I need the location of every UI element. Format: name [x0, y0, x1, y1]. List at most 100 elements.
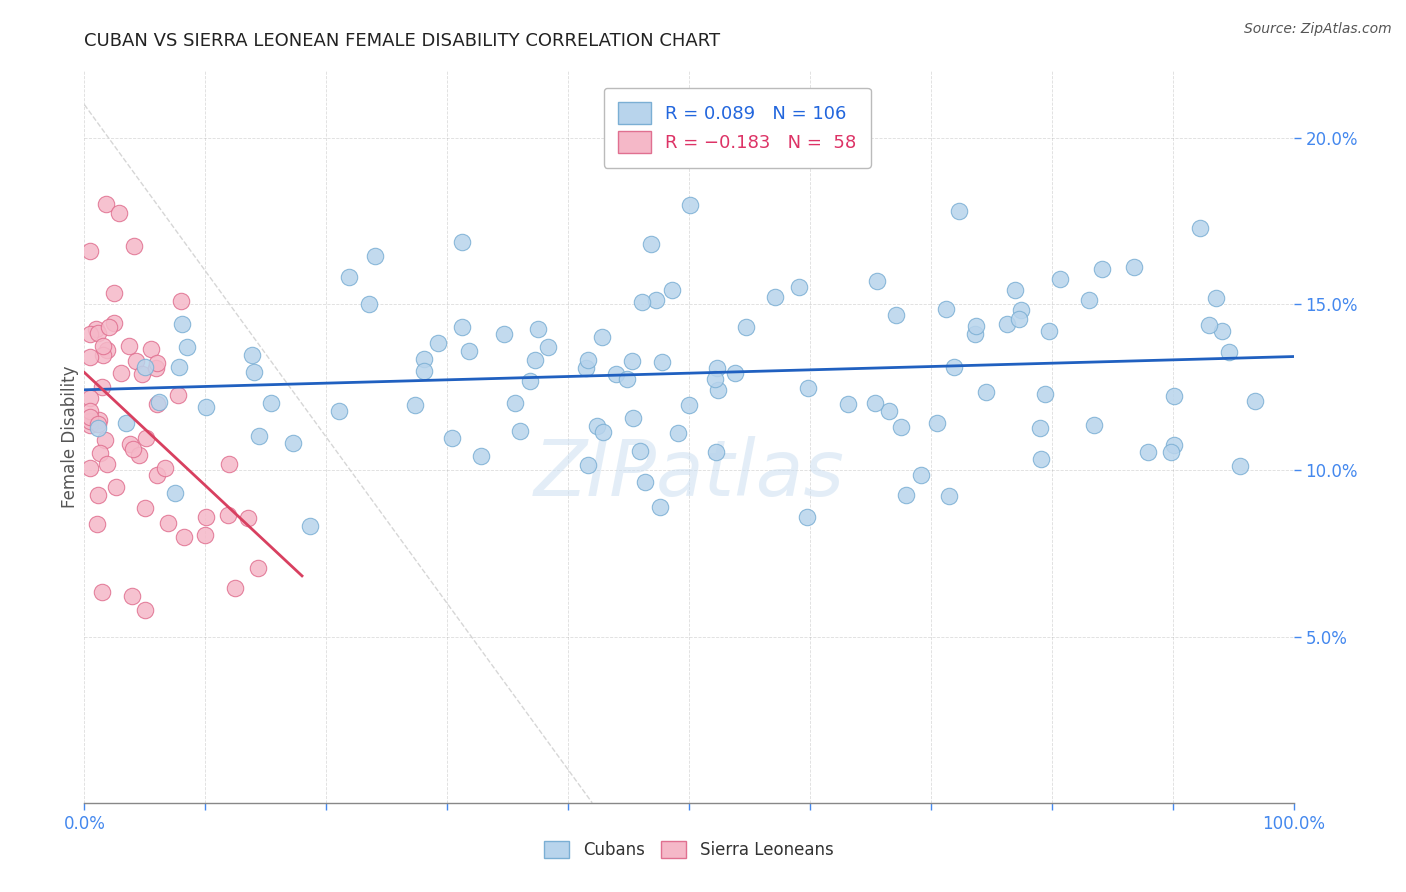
Point [131, 367, 153, 381]
Point [103, 285, 125, 300]
Point [115, 416, 138, 430]
Point [704, 372, 727, 386]
Point [441, 431, 464, 445]
Point [591, 330, 613, 344]
Point [139, 342, 162, 356]
Point [787, 280, 810, 294]
Point [128, 448, 150, 462]
Point [666, 425, 689, 440]
Point [451, 235, 474, 249]
Point [426, 336, 449, 351]
Point [1038, 324, 1060, 338]
Point [146, 356, 169, 370]
Point [938, 489, 960, 503]
Point [1188, 221, 1211, 235]
Point [796, 509, 818, 524]
Point [974, 385, 997, 400]
Point [457, 344, 479, 359]
Y-axis label: Female Disability: Female Disability [62, 366, 80, 508]
Point [837, 397, 859, 411]
Point [679, 198, 702, 212]
Point [910, 468, 932, 483]
Point [91, 338, 114, 352]
Point [94, 196, 117, 211]
Point [1029, 421, 1052, 435]
Point [146, 396, 169, 410]
Point [948, 203, 970, 218]
Point [586, 418, 609, 433]
Point [359, 297, 381, 311]
Point [79, 244, 101, 258]
Point [576, 352, 599, 367]
Point [935, 301, 957, 316]
Point [79, 327, 101, 342]
Point [621, 410, 644, 425]
Point [299, 519, 322, 533]
Point [79, 418, 101, 433]
Point [94, 433, 117, 447]
Point [651, 355, 673, 369]
Point [84, 322, 107, 336]
Point [247, 428, 270, 442]
Point [661, 283, 683, 297]
Point [866, 274, 889, 288]
Point [645, 293, 668, 307]
Point [942, 360, 965, 375]
Point [148, 395, 170, 409]
Point [634, 475, 657, 489]
Point [87, 487, 110, 501]
Point [605, 367, 627, 381]
Point [121, 442, 143, 456]
Point [134, 603, 156, 617]
Point [328, 403, 350, 417]
Point [243, 365, 266, 379]
Point [96, 458, 118, 472]
Point [135, 431, 157, 445]
Point [163, 486, 186, 500]
Point [1029, 452, 1052, 467]
Point [337, 270, 360, 285]
Point [260, 396, 283, 410]
Point [763, 290, 786, 304]
Point [865, 395, 887, 409]
Point [107, 205, 129, 219]
Point [79, 404, 101, 418]
Point [364, 248, 387, 262]
Point [194, 527, 217, 541]
Point [247, 560, 270, 574]
Point [87, 326, 110, 340]
Point [1033, 387, 1056, 401]
Point [526, 322, 548, 336]
Point [704, 444, 727, 458]
Point [167, 388, 190, 402]
Point [890, 419, 912, 434]
Point [1083, 418, 1105, 433]
Point [925, 416, 948, 430]
Point [1244, 394, 1267, 409]
Point [995, 318, 1018, 332]
Point [79, 414, 101, 428]
Point [87, 417, 110, 431]
Point [86, 516, 108, 531]
Point [576, 458, 599, 472]
Point [97, 319, 120, 334]
Point [492, 327, 515, 342]
Legend: Cubans, Sierra Leoneans: Cubans, Sierra Leoneans [536, 833, 842, 868]
Point [797, 381, 820, 395]
Point [963, 326, 986, 341]
Point [706, 361, 728, 376]
Point [877, 404, 900, 418]
Point [1229, 459, 1251, 474]
Point [1004, 283, 1026, 297]
Point [1205, 291, 1227, 305]
Point [592, 425, 614, 440]
Point [79, 350, 101, 364]
Point [110, 366, 132, 380]
Point [707, 383, 730, 397]
Point [1010, 303, 1032, 318]
Point [451, 320, 474, 334]
Point [218, 457, 240, 471]
Point [1160, 445, 1182, 459]
Point [224, 581, 246, 595]
Point [134, 359, 156, 374]
